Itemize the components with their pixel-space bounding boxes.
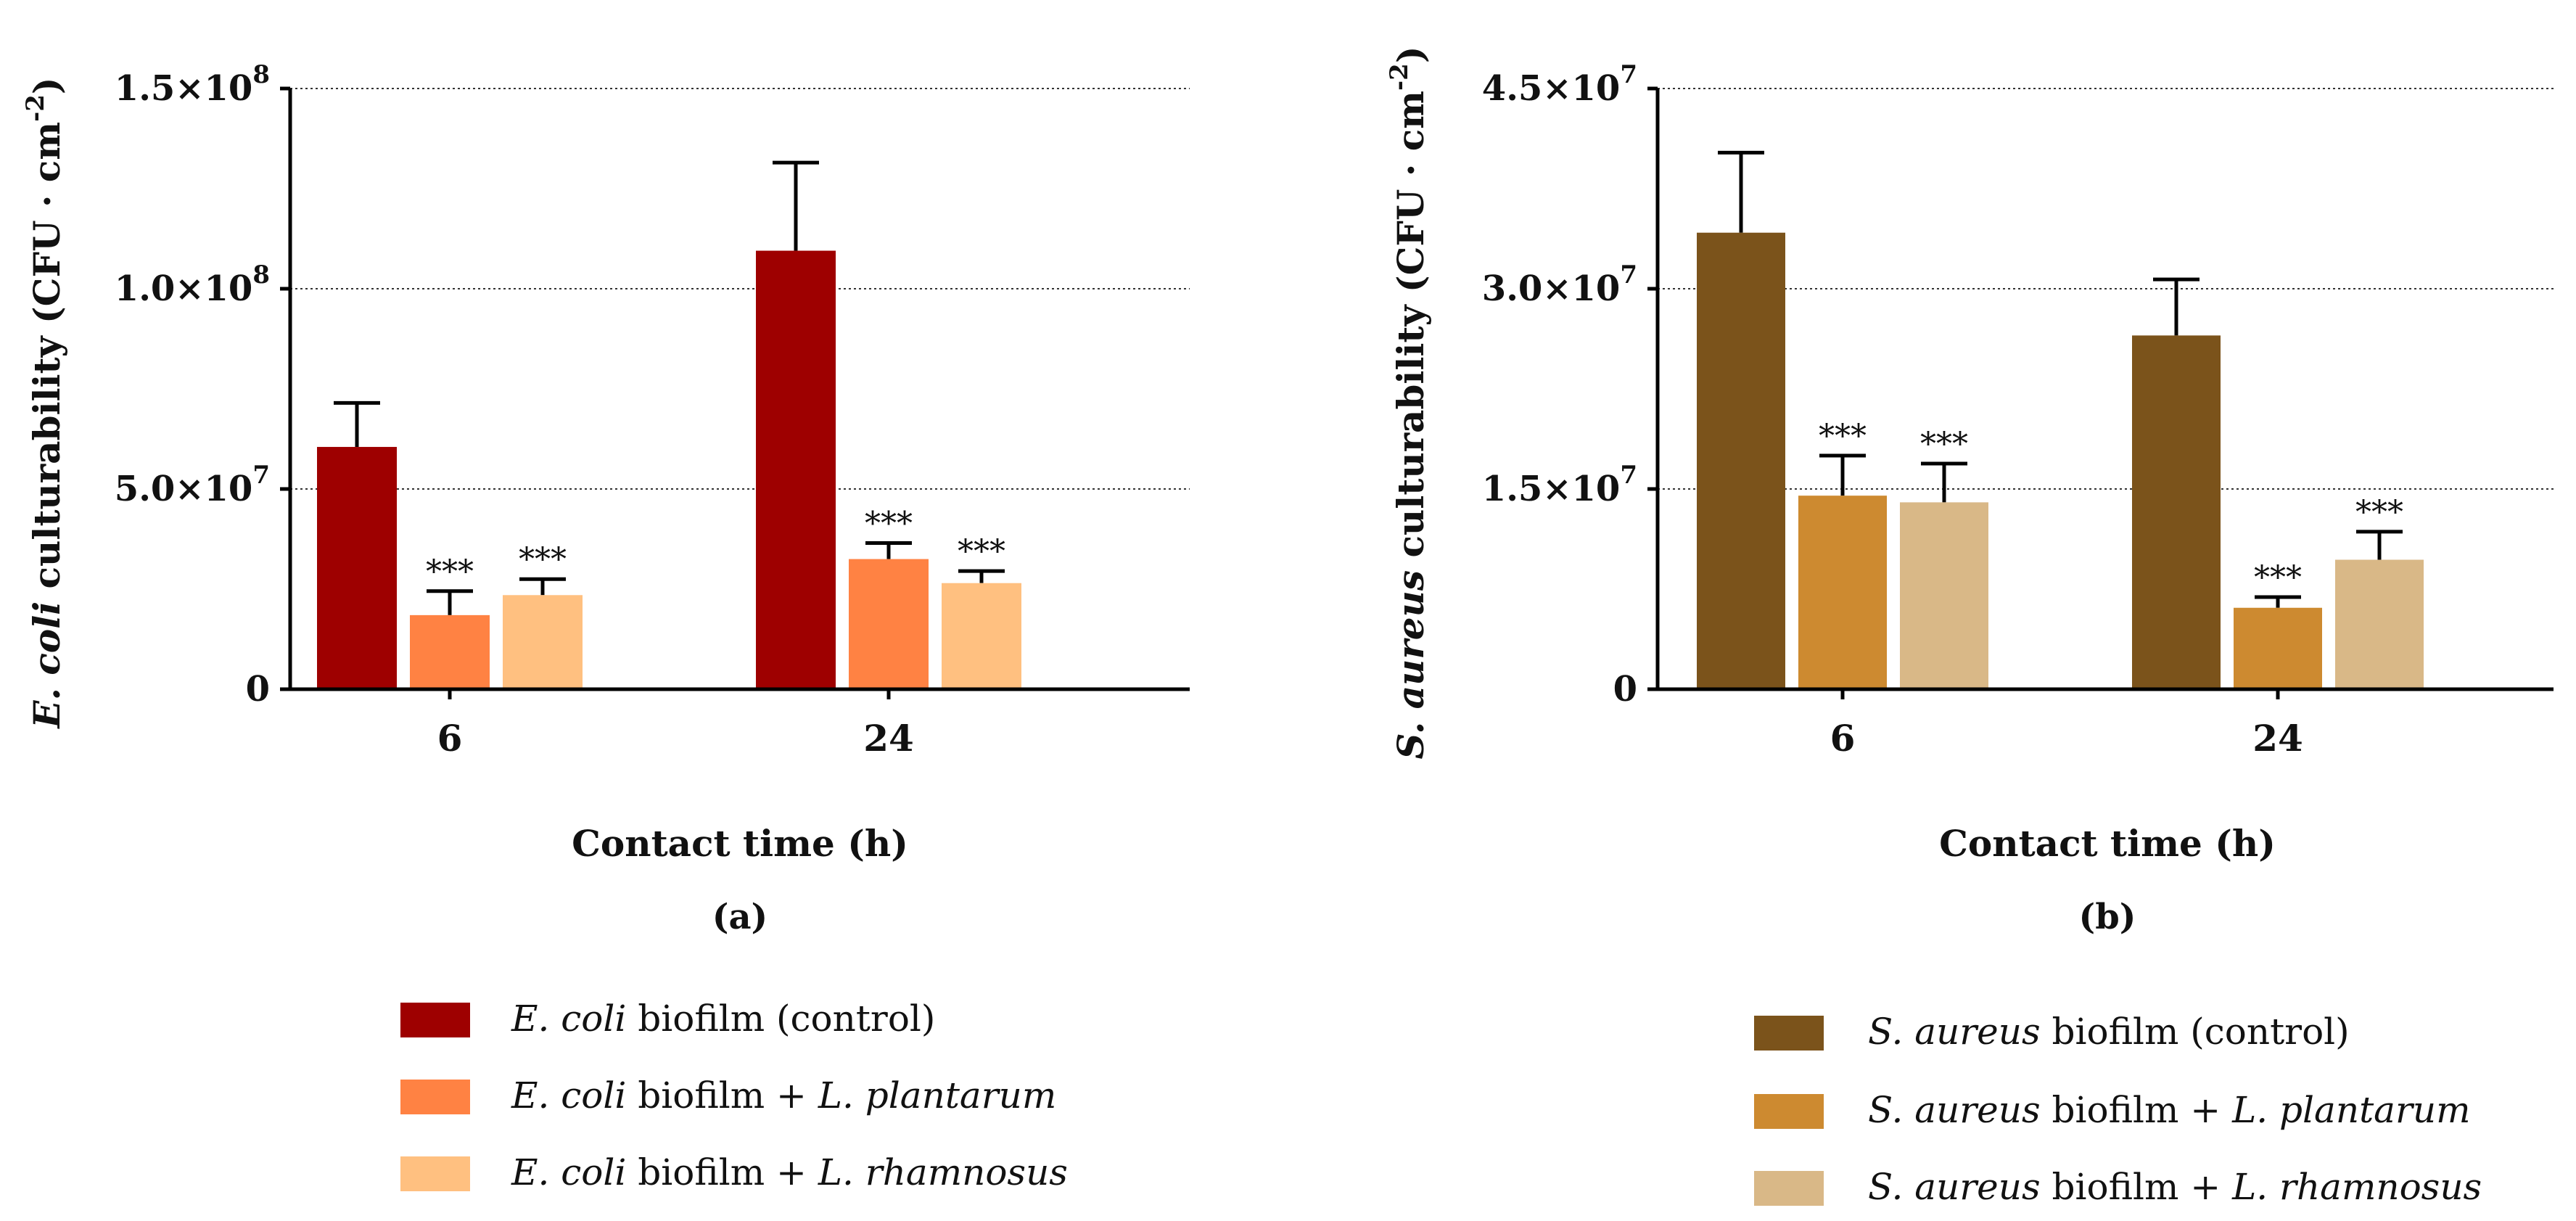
- bar-b-rhamnosus-6: [1900, 502, 1988, 689]
- x-categories-b: 6 24: [1830, 689, 2303, 760]
- y-label-text-b: culturability (CFU · cm: [1389, 91, 1432, 570]
- legend-label-b-control: S. aureus biofilm (control): [1868, 1011, 2350, 1053]
- y-tick-label-a-1: 5.0×107: [115, 461, 270, 509]
- y-tick-label-a-2: 1.0×108: [115, 260, 270, 309]
- significance-a-rhamnosus-6: ***: [519, 541, 567, 578]
- y-label-text-a: culturability (CFU · cm: [25, 122, 68, 601]
- panel-label-b: (b): [2079, 897, 2136, 937]
- y-ticks-b: 0 1.5×107 3.0×107 4.5×107: [1482, 60, 1658, 710]
- y-axis-label-b: S. aureus culturability (CFU · cm-2): [1385, 46, 1432, 759]
- y-ticks-a: 0 5.0×107 1.0×108 1.5×108: [115, 60, 290, 710]
- significance-b-plantarum-6: ***: [1819, 418, 1867, 455]
- significance-a-rhamnosus-24: ***: [958, 533, 1005, 570]
- x-tick-label-a-0: 6: [437, 717, 463, 760]
- y-label-close-b: ): [1389, 46, 1432, 63]
- x-axis-label-b: Contact time (h): [1939, 822, 2276, 865]
- legend-a: E. coli biofilm (control) E. coli biofil…: [400, 998, 1068, 1193]
- bar-a-plantarum-6: [410, 614, 490, 689]
- legend-swatch-a-rhamnosus: [400, 1156, 470, 1191]
- y-axis-label-a: E. coli culturability (CFU · cm-2): [21, 77, 68, 729]
- legend-swatch-a-control: [400, 1003, 470, 1037]
- legend-label-b-rhamnosus: S. aureus biofilm + L. rhamnosus: [1868, 1166, 2482, 1208]
- y-tick-label-a-0: 0: [246, 669, 270, 710]
- legend-swatch-b-plantarum: [1754, 1094, 1824, 1129]
- x-tick-label-b-1: 24: [2252, 717, 2303, 760]
- x-tick-label-b-0: 6: [1830, 717, 1856, 760]
- y-label-species-b: S. aureus: [1389, 570, 1432, 760]
- bar-a-control-24: [756, 250, 836, 689]
- bar-b-rhamnosus-24: [2335, 559, 2424, 689]
- bars-a: *** *** *** ***: [317, 160, 1021, 689]
- legend-label-a-rhamnosus: E. coli biofilm + L. rhamnosus: [511, 1151, 1068, 1193]
- y-tick-label-b-2: 3.0×107: [1482, 260, 1637, 309]
- y-tick-label-a-3: 1.5×108: [115, 60, 270, 109]
- legend-swatch-a-plantarum: [400, 1080, 470, 1114]
- significance-b-rhamnosus-6: ***: [1920, 426, 1968, 463]
- y-tick-label-b-0: 0: [1613, 669, 1637, 710]
- panel-label-a: (a): [712, 897, 768, 937]
- bar-b-plantarum-6: [1798, 496, 1887, 689]
- bar-a-plantarum-24: [849, 559, 929, 689]
- x-axis-label-a: Contact time (h): [572, 822, 908, 865]
- bars-b: *** *** *** ***: [1697, 150, 2424, 690]
- bar-a-rhamnosus-24: [942, 583, 1021, 689]
- significance-b-rhamnosus-24: ***: [2355, 494, 2403, 531]
- gridlines-a: [290, 88, 1190, 490]
- y-tick-label-b-3: 4.5×107: [1482, 60, 1637, 109]
- y-label-close-a: ): [25, 77, 68, 94]
- bar-b-plantarum-24: [2234, 607, 2322, 689]
- bar-a-rhamnosus-6: [503, 595, 583, 689]
- gridlines-b: [1658, 88, 2554, 490]
- bar-a-control-6: [317, 447, 397, 689]
- legend-label-a-control: E. coli biofilm (control): [511, 998, 935, 1040]
- significance-b-plantarum-24: ***: [2254, 559, 2302, 596]
- bar-b-control-6: [1697, 232, 1785, 690]
- axes-a: [288, 89, 1190, 691]
- legend-label-a-plantarum: E. coli biofilm + L. plantarum: [511, 1074, 1056, 1117]
- y-label-exp-b: -2: [1385, 63, 1414, 91]
- y-label-species-a: E. coli: [25, 601, 68, 730]
- x-tick-label-a-1: 24: [863, 717, 914, 760]
- legend-swatch-b-control: [1754, 1016, 1824, 1051]
- legend-b: S. aureus biofilm (control) S. aureus bi…: [1754, 1011, 2482, 1208]
- bar-b-control-24: [2132, 335, 2221, 689]
- x-categories-a: 6 24: [437, 689, 914, 760]
- legend-label-b-plantarum: S. aureus biofilm + L. plantarum: [1868, 1089, 2470, 1131]
- y-tick-label-b-1: 1.5×107: [1482, 461, 1637, 509]
- y-label-exp-a: -2: [21, 94, 50, 122]
- legend-swatch-b-rhamnosus: [1754, 1171, 1824, 1206]
- significance-a-plantarum-24: ***: [865, 506, 913, 543]
- significance-a-plantarum-6: ***: [426, 554, 474, 591]
